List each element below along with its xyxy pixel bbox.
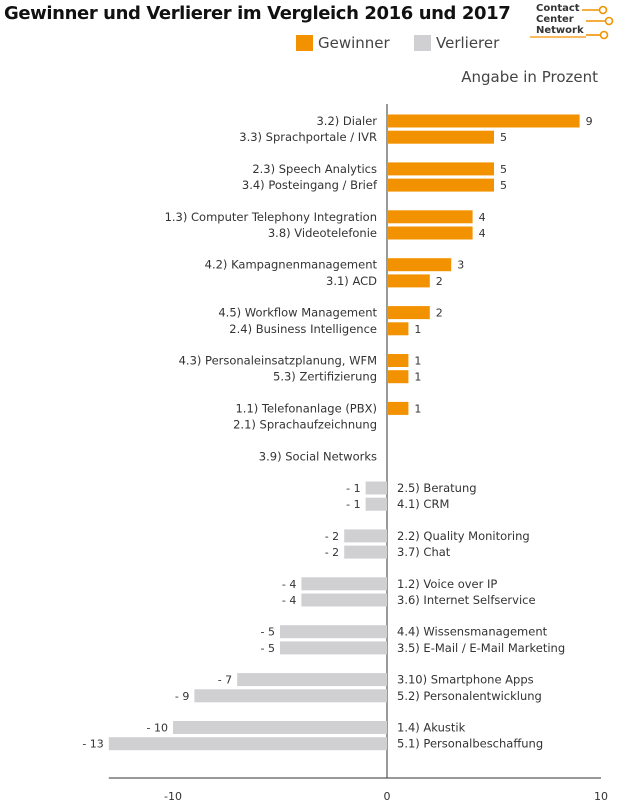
logo-line: Contact — [536, 3, 580, 14]
bar-gewinner — [387, 226, 473, 240]
category-label: 4.1) CRM — [397, 497, 449, 511]
logo-text: Contact Center Network — [536, 3, 584, 36]
value-label: 1 — [414, 323, 421, 336]
x-tick-label: 0 — [384, 790, 391, 802]
x-tick-label: -10 — [164, 790, 182, 802]
value-label: - 13 — [82, 738, 103, 751]
category-label: 5.3) Zertifizierung — [273, 370, 377, 384]
category-label: 3.5) E-Mail / E-Mail Marketing — [397, 641, 565, 655]
category-label: 3.8) Videotelefonie — [268, 226, 377, 240]
value-label: - 5 — [261, 642, 275, 655]
bar-gewinner — [387, 258, 452, 272]
category-label: 1.3) Computer Telephony Integration — [165, 210, 377, 224]
bar-verlierer — [344, 545, 387, 559]
bar-verlierer — [344, 529, 387, 543]
category-label: 5.2) Personalentwicklung — [397, 689, 542, 703]
value-label: - 5 — [261, 626, 275, 639]
value-label: - 4 — [282, 594, 296, 607]
category-label: 2.4) Business Intelligence — [229, 322, 377, 336]
category-label: 1.2) Voice over IP — [397, 577, 497, 591]
category-label: 4.5) Workflow Management — [218, 306, 377, 320]
logo-line: Center — [536, 14, 574, 25]
logo-line: Network — [536, 25, 584, 36]
value-label: 1 — [414, 355, 421, 368]
category-label: 4.2) Kampagnenmanagement — [205, 258, 378, 272]
category-label: 4.4) Wissensmanagement — [397, 625, 548, 639]
bar-verlierer — [301, 577, 387, 591]
bar-gewinner — [387, 210, 473, 224]
bar-gewinner — [387, 130, 494, 144]
bar-gewinner — [387, 162, 494, 176]
category-label: 2.5) Beratung — [397, 481, 477, 495]
value-label: - 1 — [346, 498, 360, 511]
value-label: 2 — [436, 307, 443, 320]
contact-center-network-logo: Contact Center Network — [530, 2, 616, 44]
value-label: 9 — [586, 115, 593, 128]
category-label: 3.3) Sprachportale / IVR — [239, 130, 377, 144]
value-label: 5 — [500, 131, 507, 144]
value-label: 4 — [479, 227, 486, 240]
category-label: 1.4) Akustik — [397, 721, 466, 735]
value-label: 2 — [436, 275, 443, 288]
value-label: - 4 — [282, 578, 296, 591]
bar-gewinner — [387, 114, 580, 128]
value-label: - 1 — [346, 482, 360, 495]
value-label: 4 — [479, 211, 486, 224]
bar-gewinner — [387, 370, 409, 384]
category-label: 2.3) Speech Analytics — [252, 162, 377, 176]
bar-gewinner — [387, 306, 430, 320]
bar-gewinner — [387, 322, 409, 336]
value-label: - 2 — [325, 530, 339, 543]
category-label: 1.1) Telefonanlage (PBX) — [235, 401, 377, 415]
bar-verlierer — [108, 737, 388, 751]
category-label: 3.7) Chat — [397, 545, 451, 559]
legend-swatch-verlierer — [414, 35, 431, 51]
value-label: - 10 — [147, 722, 168, 735]
bar-gewinner — [387, 178, 494, 192]
bar-verlierer — [301, 593, 387, 607]
value-label: 1 — [414, 371, 421, 384]
category-label: 3.4) Posteingang / Brief — [242, 178, 378, 192]
value-label: - 7 — [218, 674, 232, 687]
bar-verlierer — [365, 497, 387, 511]
bar-verlierer — [237, 673, 387, 687]
bar-verlierer — [173, 721, 387, 734]
legend-label: Verlierer — [436, 34, 500, 52]
category-label: 2.2) Quality Monitoring — [397, 529, 530, 543]
category-label: 5.1) Personalbeschaffung — [397, 737, 543, 751]
unit-note: Angabe in Prozent — [461, 68, 598, 86]
category-label: 3.2) Dialer — [316, 114, 377, 128]
bar-verlierer — [280, 625, 387, 639]
bar-gewinner — [387, 354, 409, 367]
bar-gewinner — [387, 274, 430, 288]
bar-verlierer — [194, 689, 387, 703]
value-label: 1 — [414, 402, 421, 415]
value-label: - 2 — [325, 546, 339, 559]
category-label: 3.6) Internet Selfservice — [397, 593, 536, 607]
category-label: 3.9) Social Networks — [259, 449, 377, 463]
bar-verlierer — [365, 481, 387, 495]
network-nodes-icon — [530, 5, 614, 40]
category-label: 3.1) ACD — [326, 274, 377, 288]
value-label: - 9 — [175, 690, 189, 703]
x-tick-label: 10 — [594, 790, 608, 802]
value-label: 3 — [457, 259, 464, 272]
bar-verlierer — [280, 641, 387, 655]
value-label: 5 — [500, 163, 507, 176]
value-label: 5 — [500, 179, 507, 192]
category-label: 4.3) Personaleinsatzplanung, WFM — [179, 354, 377, 368]
chart-title: Gewinner und Verlierer im Vergleich 2016… — [4, 3, 511, 24]
category-label: 3.10) Smartphone Apps — [397, 673, 534, 687]
legend-swatch-gewinner — [296, 35, 313, 51]
category-label: 2.1) Sprachaufzeichnung — [233, 418, 377, 432]
legend-label: Gewinner — [318, 34, 390, 52]
bar-gewinner — [387, 401, 409, 415]
